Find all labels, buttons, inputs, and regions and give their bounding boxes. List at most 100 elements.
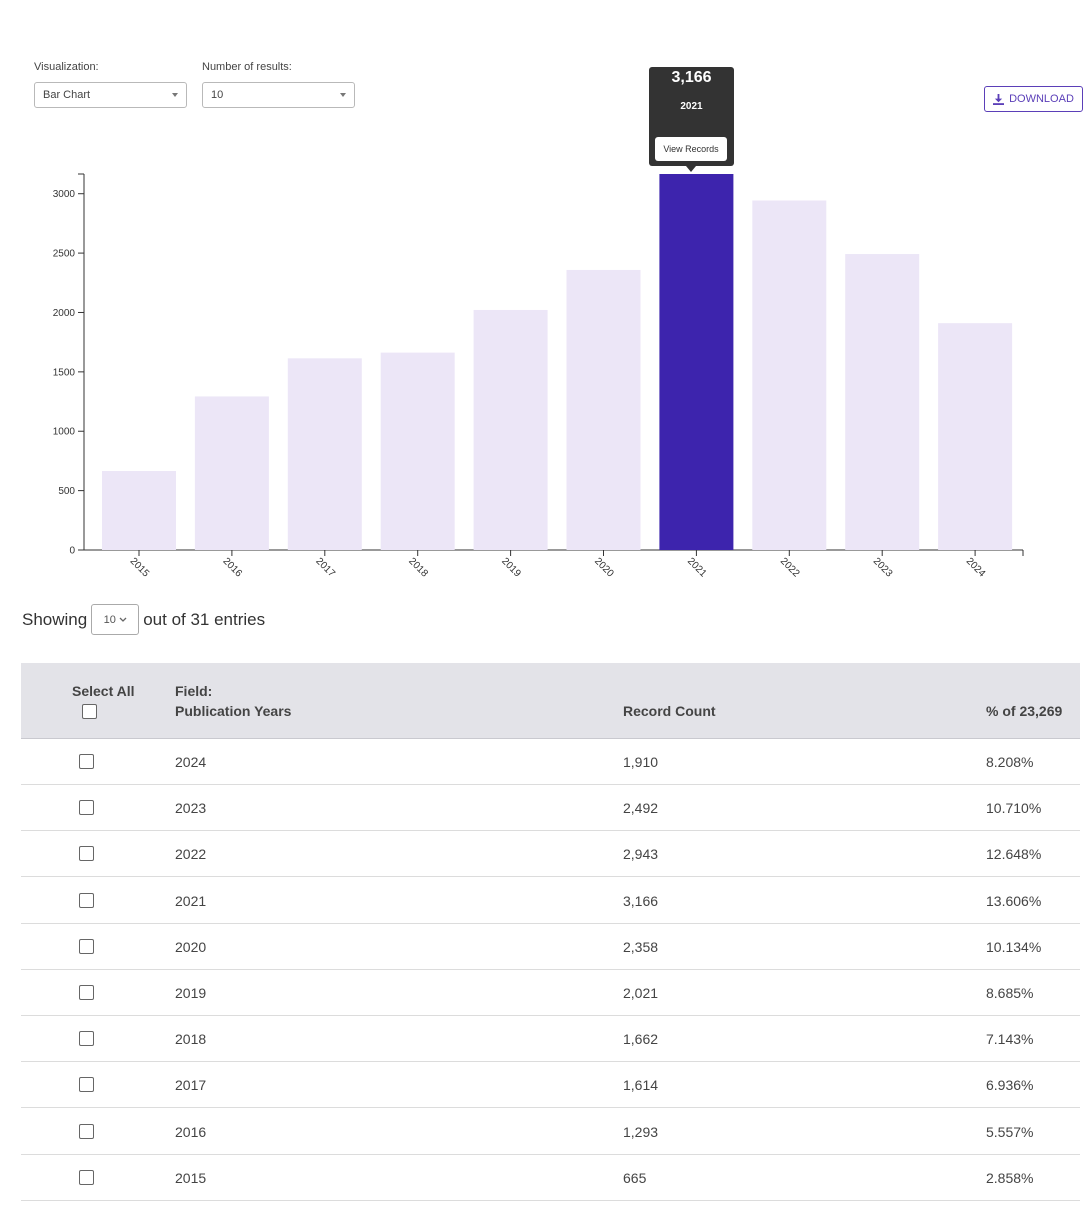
row-count: 1,614 [623,1077,659,1094]
row-percent: 10.134% [986,938,1042,955]
x-tick-label: 2024 [964,556,988,580]
visualization-value: Bar Chart [43,89,91,101]
x-tick-label: 2022 [778,556,802,580]
row-percent: 6.936% [986,1077,1034,1094]
row-year: 2023 [175,800,207,817]
row-percent: 8.685% [986,985,1034,1001]
bar-2022 [752,200,827,550]
row-year: 2021 [175,892,207,909]
y-tick-label: 2500 [53,249,76,260]
entries-suffix: out of 31 entries [143,609,266,629]
x-tick-label: 2019 [499,556,523,580]
publication-years-bar-chart: 0 500 1000 1500 2000 2500 3000 2015 2016 2017 2018… [53,173,1024,580]
row-year: 2015 [175,1169,207,1186]
visualization-select[interactable]: Bar Chart [34,82,187,108]
row-count: 665 [623,1169,647,1186]
row-percent: 5.557% [986,1123,1034,1140]
bar-2017 [287,358,362,550]
y-tick-label: 0 [69,546,75,557]
row-count: 2,358 [623,938,659,955]
download-button[interactable]: DOWNLOAD [984,86,1083,112]
table-row[interactable]: 2022 2,943 12.648% [21,831,1080,878]
table-row[interactable]: 2024 1,910 8.208% [21,739,1080,785]
bar-2020 [566,269,641,550]
download-icon [993,93,1005,105]
table-row[interactable]: 2019 2,021 8.685% [21,970,1080,1016]
tooltip-value: 3,166 [671,69,712,86]
row-percent: 8.208% [986,754,1034,770]
row-year: 2020 [175,938,207,955]
row-count: 2,492 [623,800,659,817]
table-row[interactable]: 2020 2,358 10.134% [21,924,1080,970]
tooltip-year: 2021 [680,101,703,112]
x-tick-label: 2021 [685,556,709,580]
chevron-down-icon [119,617,127,622]
row-count: 1,910 [623,754,659,770]
x-tick-label: 2018 [406,556,430,580]
table-row[interactable]: 2017 1,614 6.936% [21,1062,1080,1109]
row-checkbox[interactable] [79,938,94,954]
row-count: 2,021 [623,985,659,1001]
row-checkbox[interactable] [79,1077,94,1093]
x-tick-label: 2020 [592,556,616,580]
visualization-label: Visualization: [34,61,99,73]
row-checkbox[interactable] [79,754,94,769]
select-all-label: Select All [72,683,135,699]
number-of-results-value: 10 [211,89,224,101]
row-checkbox[interactable] [79,892,94,908]
row-checkbox[interactable] [79,846,94,862]
row-year: 2017 [175,1077,207,1094]
bar-tooltip: 3,166 2021 View Records [649,67,734,172]
row-count: 3,166 [623,892,659,909]
row-year: 2024 [175,754,207,770]
row-count: 2,943 [623,846,659,863]
row-count: 1,293 [623,1123,659,1140]
row-percent: 2.858% [986,1169,1034,1186]
x-tick-label: 2016 [220,556,244,580]
row-count: 1,662 [623,1031,659,1048]
table-row[interactable]: 2021 3,166 13.606% [21,878,1080,924]
table-row[interactable]: 2016 1,293 5.557% [21,1109,1080,1155]
showing-label: Showing [22,609,88,629]
row-checkbox[interactable] [79,985,94,1000]
y-tick-label: 1500 [53,367,76,378]
record-count-header[interactable]: Record Count [623,703,716,719]
table-row[interactable]: 2018 1,662 7.143% [21,1016,1080,1063]
chevron-down-icon [340,93,346,97]
row-percent: 10.710% [986,800,1042,817]
field-name-header[interactable]: Publication Years [175,703,292,719]
entries-info: Showing 10 out of 31 entries [22,604,265,635]
row-year: 2022 [175,846,207,863]
row-year: 2019 [175,985,207,1001]
bar-2021 [659,174,734,550]
row-year: 2016 [175,1123,207,1140]
y-tick-label: 500 [58,486,75,497]
select-all-checkbox[interactable] [82,704,97,719]
view-records-button[interactable]: View Records [655,137,727,161]
bar-2023 [845,254,920,551]
row-checkbox[interactable] [79,1123,94,1139]
row-checkbox[interactable] [79,800,94,816]
number-of-results-label: Number of results: [202,61,292,73]
table-row[interactable]: 2015 665 2.858% [21,1155,1080,1201]
percent-header[interactable]: % of 23,269 [986,703,1063,719]
bar-2016 [194,396,269,550]
y-tick-label: 2000 [53,308,76,319]
row-checkbox[interactable] [79,1169,94,1185]
bar-2018 [380,352,455,550]
bar-2015 [102,471,176,550]
table-header: Select All Field: Publication Years Reco… [21,663,1080,739]
y-tick-label: 3000 [53,189,76,200]
field-label: Field: [175,683,213,699]
page-size-select[interactable]: 10 [91,604,140,635]
x-tick-label: 2017 [313,556,337,580]
row-checkbox[interactable] [79,1031,94,1047]
download-label: DOWNLOAD [1009,93,1074,105]
number-of-results-select[interactable]: 10 [202,82,355,108]
table-row[interactable]: 2023 2,492 10.710% [21,785,1080,832]
page-size-value: 10 [103,613,116,626]
row-percent: 12.648% [986,846,1042,863]
bar-2019 [473,309,548,550]
y-tick-label: 1000 [53,427,76,438]
row-percent: 7.143% [986,1031,1034,1048]
